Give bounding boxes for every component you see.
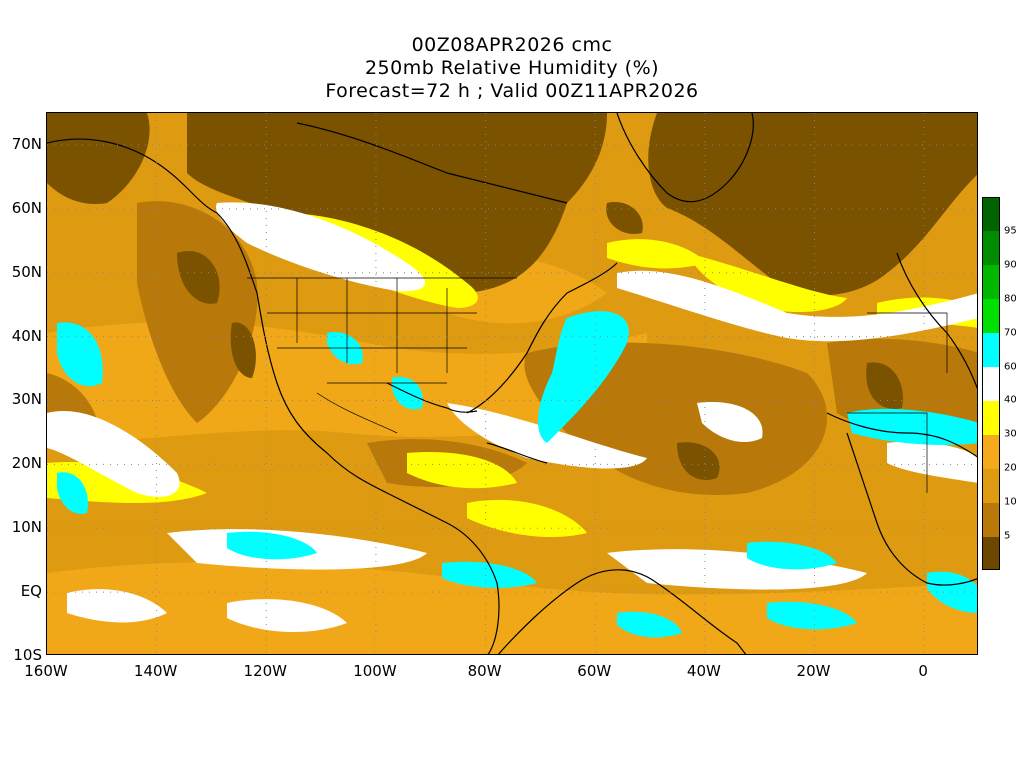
colorbar-label-40: 40 [1004, 394, 1017, 406]
humidity-map [47, 113, 977, 654]
lat-label-70N: 70N [11, 134, 42, 153]
colorbar-cell [982, 197, 1000, 232]
colorbar-cell [982, 468, 1000, 503]
lat-label-50N: 50N [11, 262, 42, 281]
colorbar-label-20: 20 [1004, 462, 1017, 474]
colorbar-cell [982, 502, 1000, 537]
lon-label-20W: 20W [796, 662, 831, 680]
lon-label-80W: 80W [467, 662, 502, 680]
lon-label-160W: 160W [24, 662, 68, 680]
map-title: 00Z08APR2026 cmc 250mb Relative Humidity… [0, 34, 1024, 103]
white-layer [47, 202, 977, 633]
lat-label-60N: 60N [11, 198, 42, 217]
title-line-2: 250mb Relative Humidity (%) [364, 57, 660, 79]
lat-label-10N: 10N [11, 518, 42, 537]
lon-label-140W: 140W [133, 662, 178, 680]
colorbar-label-70: 70 [1004, 327, 1017, 339]
lat-label-20N: 20N [11, 454, 42, 473]
lat-label-30N: 30N [11, 390, 42, 409]
colorbar-cell [982, 536, 1000, 571]
lon-label-100W: 100W [353, 662, 397, 680]
colorbar-label-5: 5 [1004, 530, 1011, 542]
colorbar-cell [982, 230, 1000, 266]
colorbar-label-90: 90 [1004, 259, 1017, 271]
colorbar-border [982, 197, 1000, 570]
colorbar-label-10: 10 [1004, 496, 1017, 508]
title-line-3: Forecast=72 h ; Valid 00Z11APR2026 [325, 80, 699, 102]
colorbar-cell [982, 434, 1000, 469]
lat-label-EQ: EQ [20, 582, 42, 601]
cyan-layer [57, 311, 977, 638]
lon-label-60W: 60W [577, 662, 612, 680]
lat-label-40N: 40N [11, 326, 42, 345]
very-dry-layer [47, 113, 977, 480]
title-line-1: 00Z08APR2026 cmc [411, 34, 613, 56]
coastline-layer [47, 113, 977, 654]
colorbar-cell [982, 332, 1000, 368]
lat-label-10S: 10S [13, 646, 42, 664]
lon-label-40W: 40W [686, 662, 721, 680]
border-layer [247, 277, 948, 493]
colorbar-cell [982, 400, 1000, 435]
colorbar-label-30: 30 [1004, 428, 1017, 440]
lon-label-0: 0 [918, 662, 928, 680]
colorbar-cell [982, 298, 1000, 334]
colorbar-label-95: 95 [1004, 225, 1017, 237]
colorbar-label-80: 80 [1004, 293, 1017, 305]
map-panel [46, 112, 978, 655]
colorbar-label-60: 60 [1004, 361, 1017, 373]
colorbar-cell [982, 264, 1000, 300]
colorbar-cell [982, 366, 1000, 401]
lon-label-120W: 120W [243, 662, 288, 680]
colorbar [982, 197, 1000, 571]
